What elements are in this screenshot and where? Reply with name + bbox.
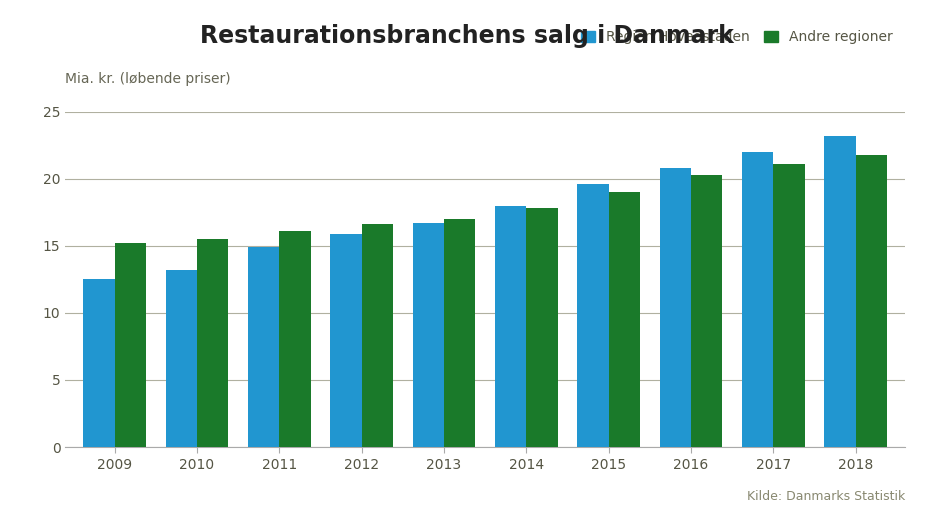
Bar	[248, 247, 279, 447]
Legend: Region Hovedstaden, Andre regioner: Region Hovedstaden, Andre regioner	[576, 25, 898, 50]
Bar	[412, 223, 444, 447]
Bar	[578, 184, 608, 447]
Bar	[856, 154, 887, 447]
Bar	[166, 270, 197, 447]
Bar	[608, 192, 640, 447]
Bar	[691, 175, 722, 447]
Bar	[330, 234, 362, 447]
Bar	[444, 219, 475, 447]
Bar	[825, 136, 856, 447]
Bar	[197, 239, 229, 447]
Text: Kilde: Danmarks Statistik: Kilde: Danmarks Statistik	[746, 490, 905, 503]
Bar	[115, 243, 146, 447]
Bar	[279, 231, 311, 447]
Bar	[362, 225, 393, 447]
Text: Mia. kr. (løbende priser): Mia. kr. (løbende priser)	[65, 72, 231, 86]
Bar	[526, 208, 558, 447]
Bar	[83, 279, 115, 447]
Bar	[773, 164, 804, 447]
Bar	[660, 168, 691, 447]
Bar	[495, 206, 526, 447]
Text: Restaurationsbranchens salg i Danmark: Restaurationsbranchens salg i Danmark	[200, 23, 733, 48]
Bar	[742, 152, 773, 447]
